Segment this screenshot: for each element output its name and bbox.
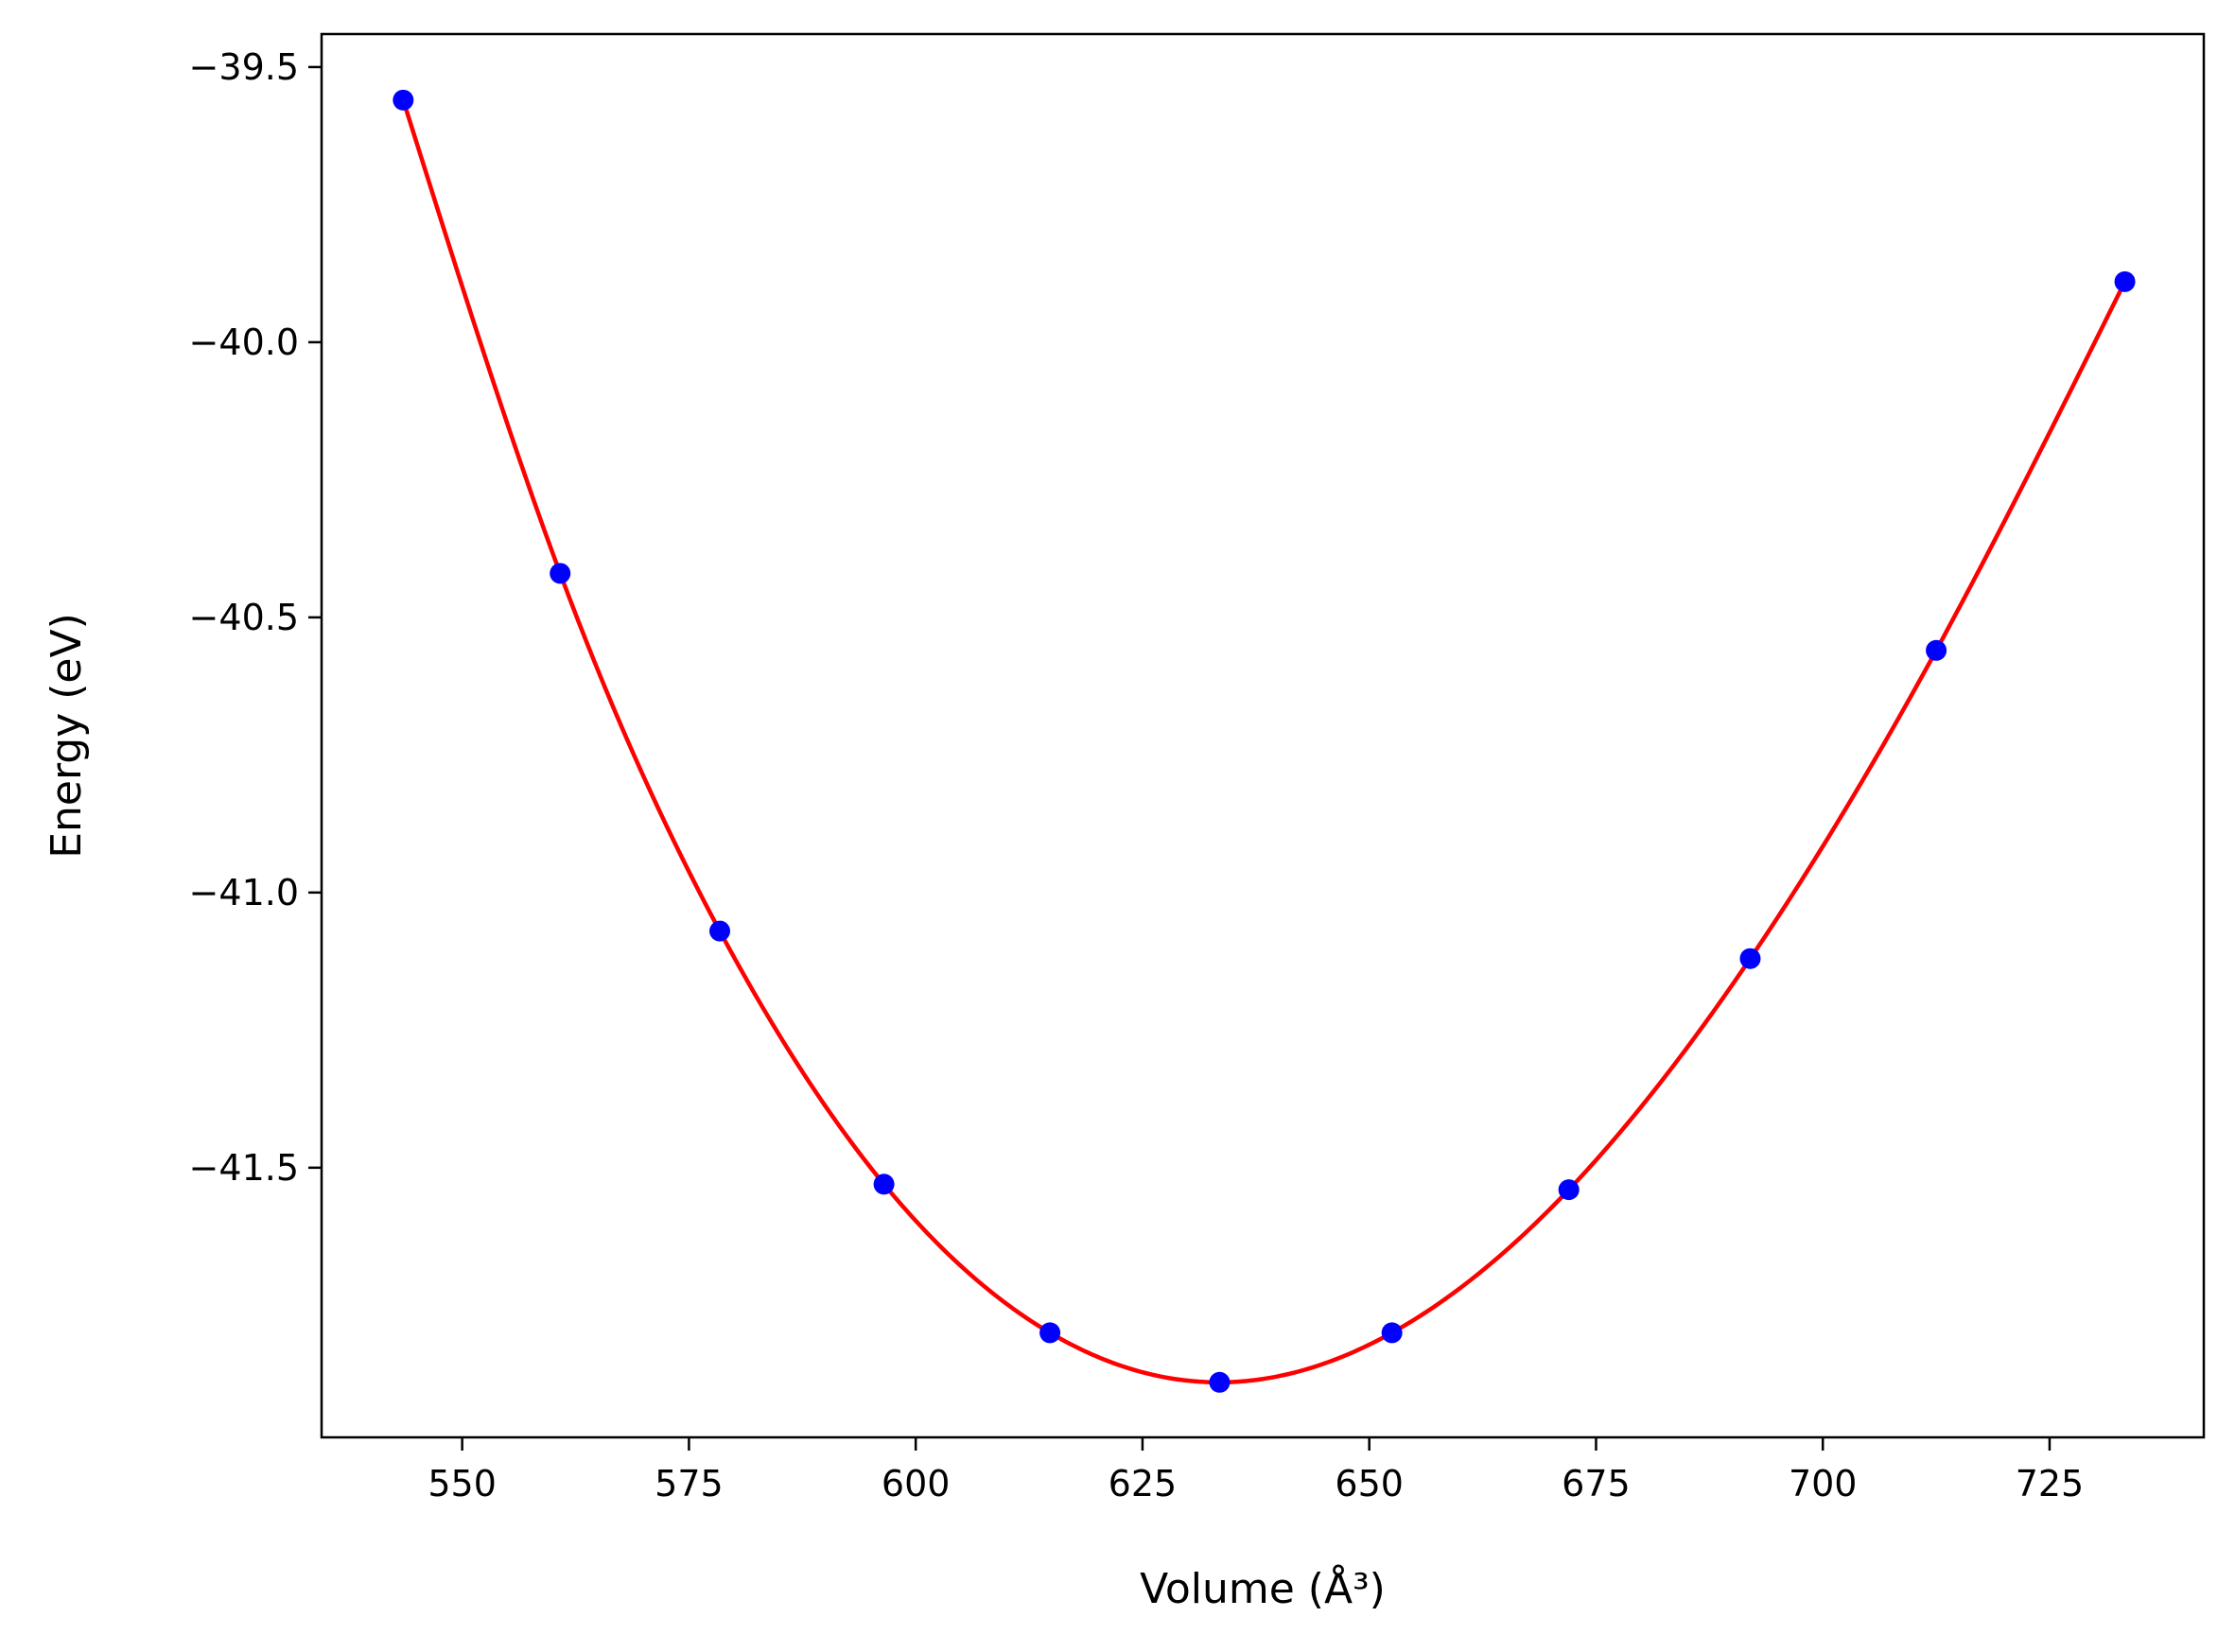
y-tick-label--41: −41.0: [189, 872, 299, 913]
data-point-2: [550, 563, 571, 584]
y-axis-label: Energy (eV): [43, 613, 91, 859]
x-tick-label-625: 625: [1109, 1463, 1178, 1504]
data-point-10: [1926, 639, 1947, 661]
plot-area: [393, 89, 2136, 1393]
x-tick-label-725: 725: [2016, 1463, 2085, 1504]
data-point-4: [873, 1174, 895, 1195]
data-point-6: [1209, 1371, 1231, 1393]
y-axis: −39.5 −40.0 −40.5 −41.0 −41.5: [189, 46, 322, 1189]
y-tick-label--39.5: −39.5: [189, 46, 299, 88]
data-point-9: [1739, 948, 1761, 969]
fit-curve-line: [401, 99, 2127, 1385]
x-tick-label-650: 650: [1335, 1463, 1404, 1504]
data-point-5: [1039, 1322, 1061, 1344]
data-point-3: [709, 920, 731, 942]
x-axis-label: Volume (Å³): [1140, 1563, 1386, 1613]
x-tick-label-675: 675: [1562, 1463, 1631, 1504]
data-points: [393, 89, 2136, 1393]
y-tick-label--40: −40.0: [189, 322, 299, 363]
y-tick-label--41.5: −41.5: [189, 1147, 299, 1189]
x-tick-label-600: 600: [882, 1463, 951, 1504]
data-point-7: [1381, 1322, 1403, 1344]
x-tick-label-700: 700: [1789, 1463, 1858, 1504]
data-point-8: [1558, 1179, 1580, 1201]
plot-frame: [320, 32, 2206, 1439]
data-point-11: [2114, 270, 2136, 292]
x-tick-label-575: 575: [655, 1463, 724, 1504]
y-tick-label--40.5: −40.5: [189, 597, 299, 638]
x-axis: 550 575 600 625 650 675 700 725: [428, 1437, 2084, 1504]
x-tick-label-550: 550: [428, 1463, 497, 1504]
data-point-1: [393, 89, 414, 111]
